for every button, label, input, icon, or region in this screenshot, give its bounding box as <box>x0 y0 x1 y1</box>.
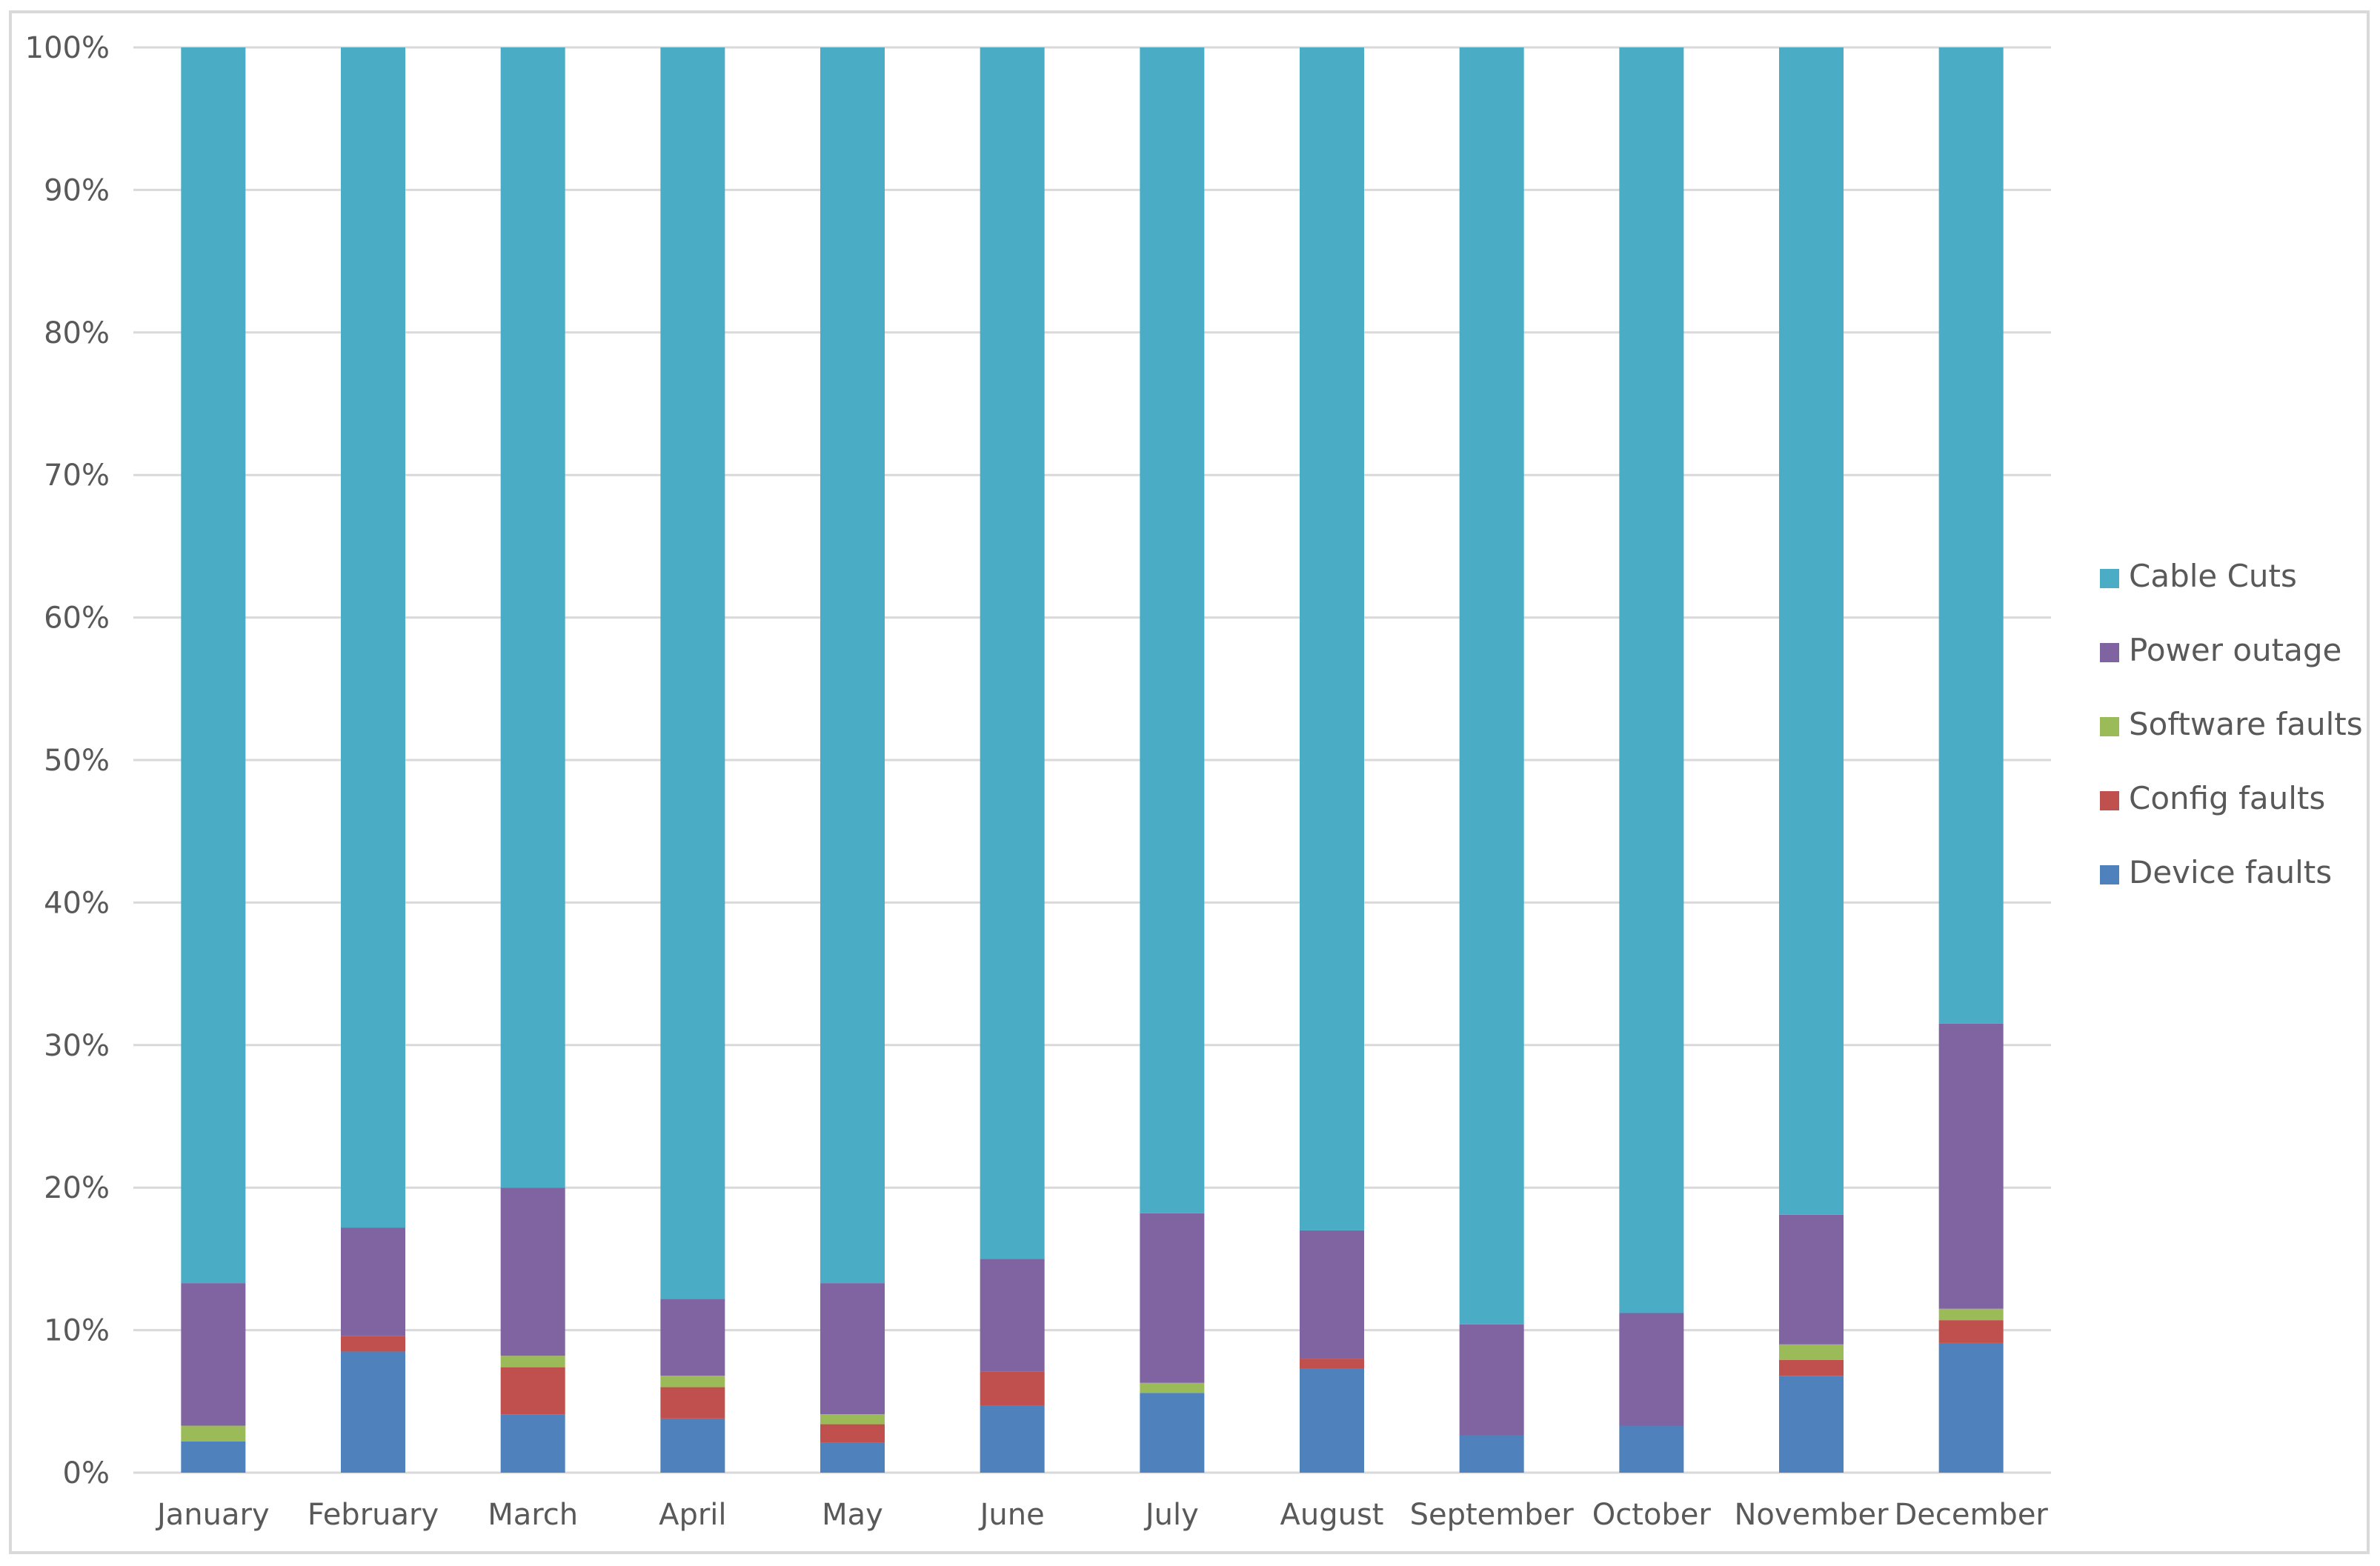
bar-segment-cable-cuts <box>1300 47 1364 1230</box>
bar-segment-software-faults <box>1140 1382 1205 1393</box>
bar-segment-software-faults <box>181 1425 246 1442</box>
bar-segment-config-faults <box>500 1367 565 1415</box>
bar-segment-power-outage <box>1938 1023 2004 1309</box>
bar-segment-config-faults <box>1300 1359 1364 1369</box>
bar-segment-power-outage <box>660 1299 725 1376</box>
bar-segment-power-outage <box>500 1187 565 1356</box>
x-tick-label: August <box>1280 1498 1384 1532</box>
bar-segment-cable-cuts <box>341 47 405 1228</box>
bar-segment-power-outage <box>341 1227 405 1336</box>
bar-segment-power-outage <box>1140 1213 1205 1383</box>
y-tick-label: 30% <box>44 1029 110 1063</box>
bar-segment-power-outage <box>980 1259 1045 1372</box>
bar-segment-device-faults <box>1779 1376 1844 1473</box>
y-tick-label: 20% <box>44 1171 110 1205</box>
bar-segment-power-outage <box>1779 1214 1844 1345</box>
bars <box>181 47 2004 1473</box>
bar-segment-config-faults <box>1779 1360 1844 1376</box>
y-tick-label: 90% <box>44 173 110 207</box>
bar-segment-device-faults <box>1619 1425 1684 1473</box>
x-tick-label: January <box>155 1498 270 1532</box>
legend-swatch <box>2100 717 2119 736</box>
legend-swatch <box>2100 643 2119 662</box>
legend: Cable Cuts Power outage Software faults Con… <box>2100 558 2363 890</box>
x-tick-label: May <box>822 1498 883 1532</box>
bar-segment-config-faults <box>341 1336 405 1352</box>
bar-segment-cable-cuts <box>181 47 246 1284</box>
y-tick-label: 50% <box>44 744 110 778</box>
bar-segment-cable-cuts <box>1459 47 1524 1325</box>
x-tick-label: April <box>659 1498 726 1532</box>
bar-segment-config-faults <box>1938 1320 2004 1343</box>
bar-segment-device-faults <box>341 1351 405 1473</box>
y-tick-label: 0% <box>63 1456 110 1490</box>
bar-segment-software-faults <box>1938 1308 2004 1321</box>
y-tick-label: 100% <box>25 31 110 65</box>
bar-segment-cable-cuts <box>1779 47 1844 1215</box>
bar-segment-software-faults <box>500 1356 565 1367</box>
bar-segment-cable-cuts <box>660 47 725 1299</box>
x-tick-label: October <box>1592 1498 1712 1532</box>
legend-label: Software faults <box>2129 706 2363 742</box>
y-tick-label: 60% <box>44 602 110 636</box>
x-tick-label: November <box>1734 1498 1889 1532</box>
bar-segment-software-faults <box>1779 1344 1844 1361</box>
legend-label: Device faults <box>2129 854 2332 890</box>
bar-segment-cable-cuts <box>1140 47 1205 1213</box>
y-tick-label: 70% <box>44 459 110 493</box>
bar-segment-device-faults <box>1300 1368 1364 1473</box>
bar-segment-config-faults <box>980 1371 1045 1406</box>
legend-label: Cable Cuts <box>2129 558 2297 594</box>
bar-segment-cable-cuts <box>1619 47 1684 1313</box>
bar-segment-power-outage <box>1300 1230 1364 1359</box>
y-axis-ticks: 0% 10% 20% 30% 40% 50% 60% 70% 80% 90% 100% <box>25 31 110 1490</box>
x-tick-label: December <box>1894 1498 2048 1532</box>
y-tick-label: 80% <box>44 316 110 350</box>
bar-segment-power-outage <box>1459 1324 1524 1436</box>
bar-segment-power-outage <box>181 1283 246 1426</box>
bar-segment-cable-cuts <box>980 47 1045 1259</box>
x-tick-label: July <box>1143 1498 1199 1532</box>
bar-segment-device-faults <box>1459 1435 1524 1473</box>
bar-segment-config-faults <box>660 1387 725 1419</box>
bar-segment-device-faults <box>1140 1393 1205 1473</box>
legend-swatch <box>2100 865 2119 884</box>
x-tick-label: February <box>308 1498 439 1532</box>
bar-segment-device-faults <box>660 1418 725 1473</box>
bar-segment-device-faults <box>820 1442 885 1473</box>
bar-segment-power-outage <box>820 1283 885 1415</box>
bar-segment-device-faults <box>1938 1342 2004 1473</box>
bar-segment-config-faults <box>820 1424 885 1443</box>
bar-segment-cable-cuts <box>1938 47 2004 1024</box>
bar-segment-device-faults <box>181 1441 246 1473</box>
legend-label: Config faults <box>2129 780 2325 816</box>
bar-segment-device-faults <box>980 1405 1045 1473</box>
x-tick-label: March <box>488 1498 578 1532</box>
x-tick-label: June <box>978 1498 1045 1532</box>
gridlines <box>133 46 2051 1474</box>
bar-segment-power-outage <box>1619 1313 1684 1426</box>
bar-segment-software-faults <box>820 1414 885 1425</box>
legend-swatch <box>2100 791 2119 810</box>
legend-label: Power outage <box>2129 632 2341 668</box>
legend-swatch <box>2100 569 2119 588</box>
y-tick-label: 40% <box>44 886 110 920</box>
x-axis-ticks: January February March April May June July Augu… <box>155 1498 2048 1532</box>
x-tick-label: September <box>1410 1498 1575 1532</box>
bar-segment-cable-cuts <box>820 47 885 1284</box>
bar-segment-software-faults <box>660 1376 725 1387</box>
bar-segment-cable-cuts <box>500 47 565 1188</box>
y-tick-label: 10% <box>44 1314 110 1348</box>
bar-segment-device-faults <box>500 1414 565 1473</box>
